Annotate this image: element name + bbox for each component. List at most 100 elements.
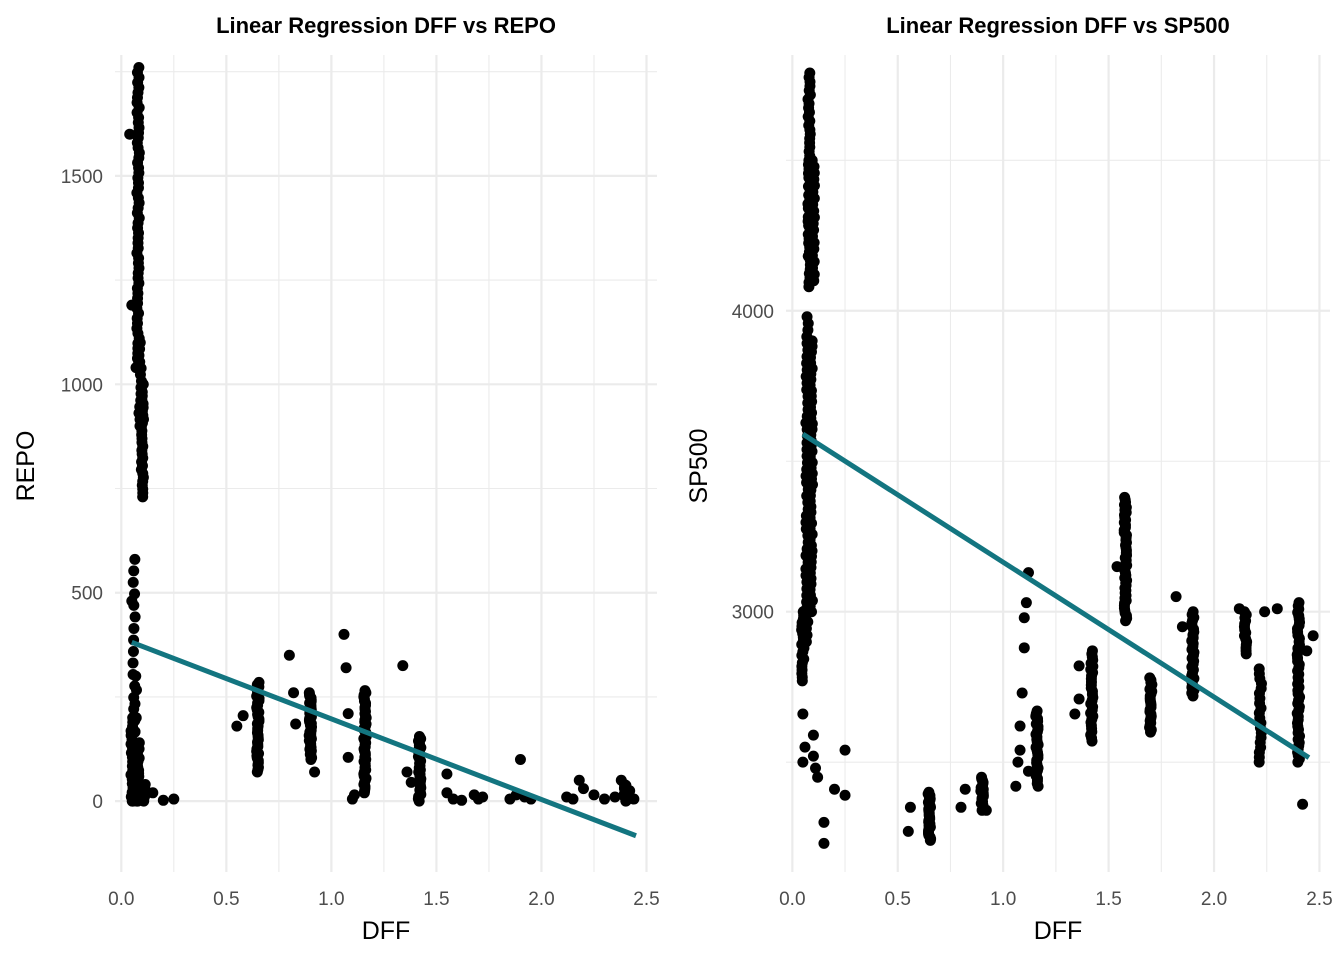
x-tick-label-sp500: 0.0 (779, 889, 805, 910)
scatter-point-repo (129, 726, 141, 738)
scatter-point-sp500 (797, 708, 809, 720)
scatter-point-repo (456, 794, 468, 806)
scatter-point-repo (128, 622, 140, 634)
scatter-point-sp500 (810, 762, 822, 774)
scatter-point-repo (134, 337, 146, 349)
scatter-point-repo (624, 785, 636, 797)
scatter-point-sp500 (1187, 606, 1199, 618)
scatter-point-repo (288, 687, 300, 699)
y-axis-title-sp500: SP500 (685, 428, 713, 503)
scatter-point-repo (348, 789, 360, 801)
scatter-point-repo (342, 708, 354, 720)
y-tick-label-repo: 1000 (61, 375, 103, 396)
scatter-point-repo (609, 791, 621, 803)
scatter-point-sp500 (1018, 612, 1030, 624)
scatter-point-repo (588, 789, 600, 801)
chart-panel-repo: Linear Regression DFF vs REPO 0.0 0.5 1.0 1… (12, 13, 660, 945)
scatter-point-repo (130, 684, 142, 696)
y-tick-label-repo: 1500 (61, 167, 103, 188)
scatter-point-repo (567, 793, 579, 805)
scatter-point-repo (477, 791, 489, 803)
scatter-point-sp500 (1119, 491, 1131, 503)
scatter-point-sp500 (1022, 765, 1034, 777)
x-tick-label-sp500: 2.5 (1306, 889, 1332, 910)
scatter-point-repo (342, 751, 354, 763)
scatter-point-sp500 (807, 750, 819, 762)
scatter-point-repo (237, 710, 249, 722)
x-tick-label-sp500: 1.5 (1095, 889, 1121, 910)
scatter-point-repo (130, 362, 142, 374)
scatter-point-sp500 (980, 804, 992, 816)
grid-repo (115, 55, 657, 872)
scatter-point-repo (303, 687, 315, 699)
x-tick-label-repo: 0.5 (213, 889, 239, 910)
scatter-point-repo (615, 774, 627, 786)
scatter-point-sp500 (904, 801, 916, 813)
scatter-point-sp500 (1020, 597, 1032, 609)
scatter-point-repo (598, 793, 610, 805)
scatter-point-sp500 (1271, 603, 1283, 615)
scatter-point-sp500 (959, 783, 971, 795)
scatter-point-sp500 (1293, 597, 1305, 609)
scatter-point-sp500 (1016, 687, 1028, 699)
scatter-point-sp500 (839, 789, 851, 801)
scatter-point-repo (133, 737, 145, 749)
scatter-point-repo (157, 794, 169, 806)
scatter-point-repo (514, 753, 526, 765)
scatter-point-sp500 (1307, 630, 1319, 642)
scatter-point-sp500 (807, 729, 819, 741)
chart-panel-sp500: Linear Regression DFF vs SP500 0.0 0.5 1.0… (685, 13, 1333, 945)
chart-title-repo: Linear Regression DFF vs REPO (216, 13, 556, 38)
scatter-point-repo (359, 685, 371, 697)
scatter-point-repo (628, 793, 640, 805)
x-tick-label-repo: 1.5 (423, 889, 449, 910)
regression-line-repo (130, 639, 637, 839)
y-tick-label-repo: 0 (92, 792, 103, 813)
scatter-point-sp500 (839, 744, 851, 756)
x-tick-label-repo: 2.5 (633, 889, 659, 910)
regression-line-sp500 (801, 432, 1311, 760)
scatter-point-sp500 (1176, 621, 1188, 633)
scatter-point-repo (130, 670, 142, 682)
y-tick-label-repo: 500 (71, 584, 103, 605)
x-axis-title-repo: DFF (362, 917, 411, 945)
regression-line-sp500 (801, 432, 1311, 760)
scatter-point-repo (127, 576, 139, 588)
scatter-point-sp500 (1014, 744, 1026, 756)
tick-labels-sp500: 0.0 0.5 1.0 1.5 2.0 2.5 3000 4000 (732, 302, 1333, 910)
regression-line-repo (130, 639, 637, 839)
scatter-point-repo (577, 783, 589, 795)
scatter-point-repo (338, 628, 350, 640)
x-tick-label-sp500: 0.5 (885, 889, 911, 910)
scatter-point-sp500 (1111, 561, 1123, 573)
scatter-point-sp500 (923, 786, 935, 798)
scatter-point-sp500 (1170, 591, 1182, 603)
points-sp500 (796, 67, 1319, 849)
y-tick-label-sp500: 4000 (732, 302, 774, 323)
scatter-point-sp500 (812, 771, 824, 783)
scatter-point-repo (340, 662, 352, 674)
scatter-point-sp500 (806, 154, 818, 166)
scatter-point-sp500 (1297, 798, 1309, 810)
scatter-point-repo (573, 774, 585, 786)
x-tick-label-repo: 1.0 (318, 889, 344, 910)
scatter-point-sp500 (806, 335, 818, 347)
scatter-point-repo (290, 718, 302, 730)
scatter-point-repo (168, 793, 180, 805)
scatter-point-sp500 (1031, 705, 1043, 717)
x-tick-label-repo: 0.0 (108, 889, 134, 910)
scatter-point-sp500 (797, 756, 809, 768)
scatter-point-repo (137, 378, 149, 390)
scatter-point-repo (253, 676, 265, 688)
scatter-point-repo (441, 768, 453, 780)
scatter-point-sp500 (828, 783, 840, 795)
scatter-point-sp500 (1233, 603, 1245, 615)
tick-labels-repo: 0.0 0.5 1.0 1.5 2.0 2.5 0 500 1000 1500 (61, 167, 660, 910)
y-axis-title-repo: REPO (12, 431, 40, 502)
scatter-point-sp500 (1010, 780, 1022, 792)
scatter-point-repo (124, 128, 136, 140)
x-axis-title-sp500: DFF (1034, 917, 1083, 945)
scatter-point-repo (309, 766, 321, 778)
scatter-point-repo (127, 657, 139, 669)
scatter-point-sp500 (818, 816, 830, 828)
